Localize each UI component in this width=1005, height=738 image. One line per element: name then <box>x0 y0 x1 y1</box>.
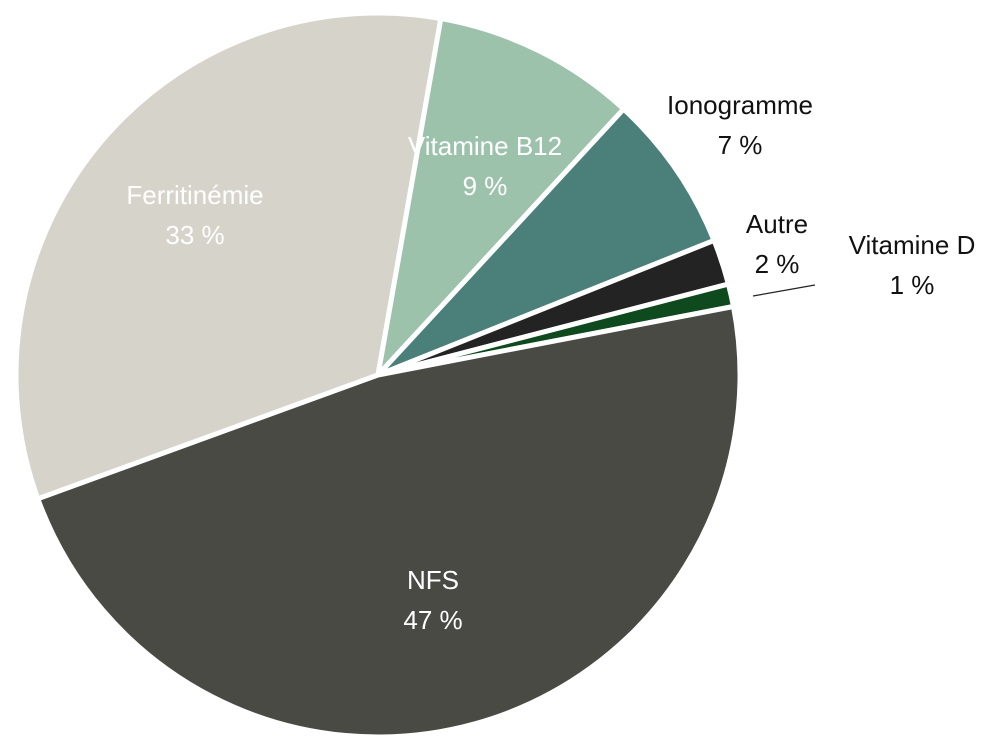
slice-label: Autre <box>746 209 808 239</box>
slice-label: Ferritinémie <box>126 180 263 210</box>
slice-value: 33 % <box>165 220 224 250</box>
slice-label: NFS <box>407 565 459 595</box>
slice-label: Vitamine B12 <box>408 131 562 161</box>
slice-label: Ionogramme <box>667 90 813 120</box>
slice-label: Vitamine D <box>849 230 976 260</box>
slice-value: 1 % <box>890 270 935 300</box>
slice <box>375 15 627 378</box>
slice-value: 2 % <box>755 249 800 279</box>
labels: Ferritinémie 33 % Vitamine B12 9 % Ionogramm… <box>126 90 975 635</box>
leader-line <box>752 284 816 297</box>
slice-value: 47 % <box>403 605 462 635</box>
slice <box>35 303 743 738</box>
slice <box>375 106 717 378</box>
slice <box>13 10 444 502</box>
slices <box>13 10 743 738</box>
slice-value: 7 % <box>718 130 763 160</box>
slice-value: 9 % <box>463 171 508 201</box>
